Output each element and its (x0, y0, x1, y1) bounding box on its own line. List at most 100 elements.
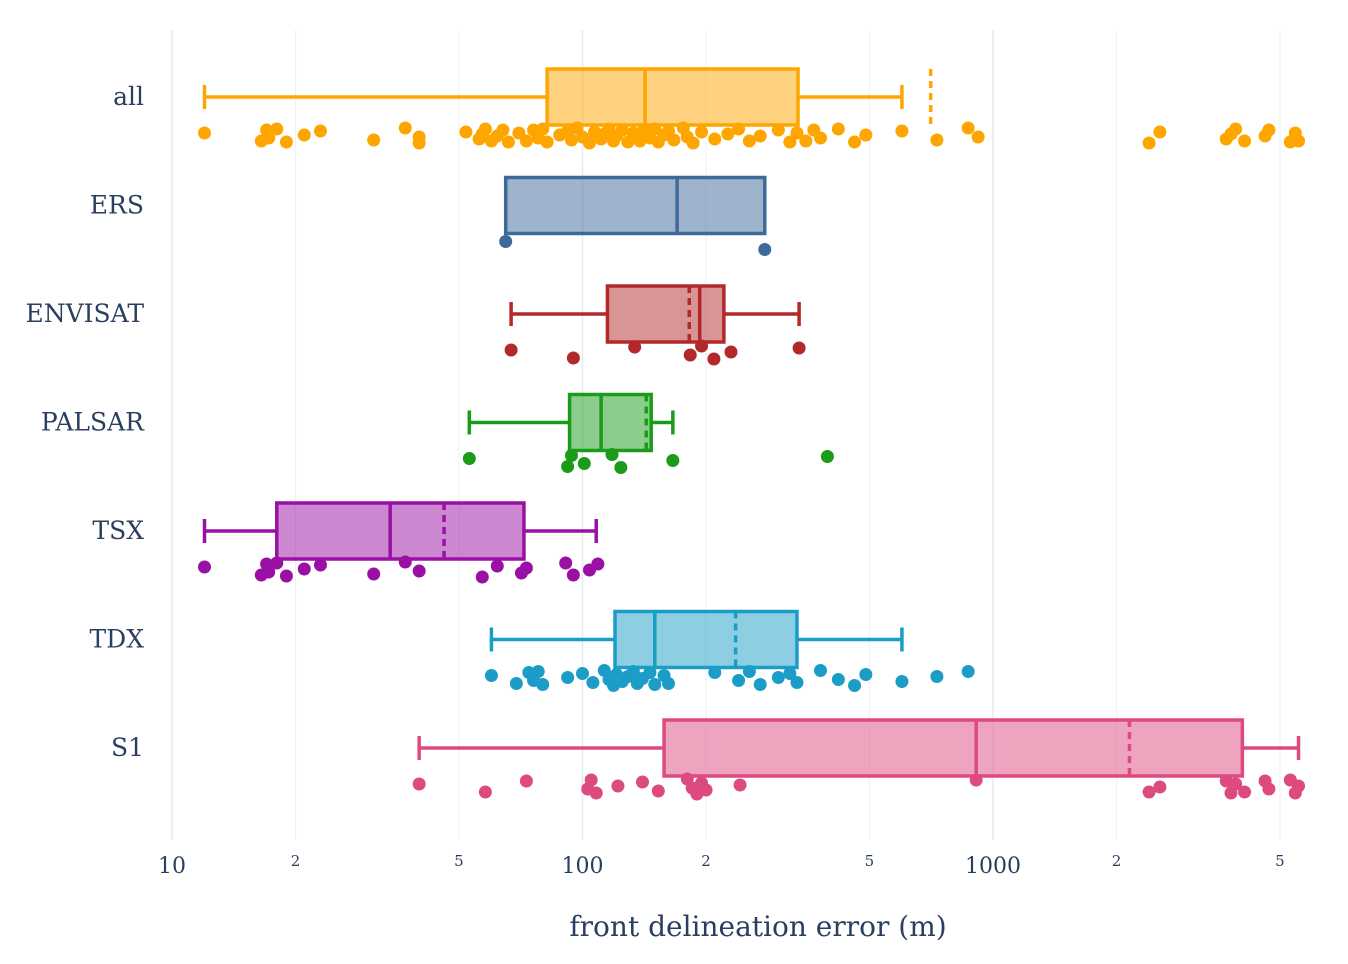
data-point (576, 667, 589, 680)
data-point (783, 667, 797, 680)
x-minor-tick-label: 2 (701, 852, 711, 870)
data-point (771, 123, 785, 137)
data-point (742, 134, 756, 148)
category-label: all (113, 82, 144, 111)
data-point (1229, 777, 1243, 791)
data-point (566, 351, 580, 365)
data-point (648, 122, 662, 136)
category-label: S1 (111, 733, 144, 762)
x-axis: 10 100 1000 2 5 2 5 2 5 (158, 852, 1285, 879)
data-point (475, 570, 489, 584)
data-point (662, 677, 676, 690)
data-point (536, 122, 550, 136)
data-point (1142, 136, 1156, 150)
data-point (519, 134, 533, 148)
data-point (848, 135, 862, 149)
data-point (732, 122, 746, 136)
series-all (198, 67, 1306, 150)
data-point (1292, 134, 1306, 148)
box (567, 392, 653, 453)
x-tick-label: 1000 (965, 854, 1021, 879)
category-label: ERS (90, 191, 144, 220)
data-point (648, 678, 662, 691)
data-point (733, 778, 747, 792)
data-point (478, 785, 492, 799)
data-point (584, 773, 598, 787)
data-point (1238, 134, 1252, 148)
box (613, 609, 799, 670)
data-point (559, 556, 573, 570)
x-tick-label: 100 (562, 854, 604, 879)
data-point (666, 454, 680, 467)
data-point (262, 131, 276, 145)
data-point (628, 340, 642, 354)
data-point (412, 136, 426, 150)
data-point (496, 123, 510, 137)
data-point (501, 135, 515, 149)
data-point (1153, 125, 1167, 139)
data-point (270, 122, 284, 136)
data-point (504, 343, 518, 357)
x-minor-tick-label: 2 (291, 852, 301, 870)
data-point (820, 450, 834, 463)
data-point (398, 121, 412, 135)
data-point (509, 677, 523, 690)
data-point (667, 133, 681, 147)
data-point (790, 676, 804, 689)
box (503, 175, 767, 236)
data-point (683, 348, 697, 362)
data-point (1229, 122, 1243, 136)
data-point (895, 124, 909, 138)
data-point (519, 561, 533, 575)
category-label: ENVISAT (25, 299, 144, 328)
data-point (699, 783, 713, 797)
series-tsx (198, 501, 605, 584)
data-point (753, 678, 767, 691)
data-point (198, 560, 212, 574)
data-point (577, 457, 591, 470)
data-point (605, 448, 619, 461)
data-point (297, 128, 311, 142)
data-point (633, 134, 647, 148)
data-point (1153, 780, 1167, 794)
data-point (561, 460, 575, 473)
category-label: TSX (92, 516, 144, 545)
data-point (412, 777, 426, 791)
data-point (930, 670, 944, 683)
data-point (626, 665, 640, 678)
data-point (930, 133, 944, 147)
data-point (686, 136, 700, 150)
category-label: PALSAR (41, 408, 145, 437)
series-envisat (504, 284, 806, 366)
data-point (297, 562, 311, 576)
data-point (799, 134, 813, 148)
data-point (270, 556, 284, 570)
data-point (614, 461, 628, 474)
data-point (721, 127, 735, 141)
data-point (708, 666, 722, 679)
series-layer (198, 67, 1306, 801)
data-point (564, 133, 578, 147)
data-point (969, 773, 983, 787)
category-label: TDX (89, 625, 144, 654)
data-point (313, 558, 327, 572)
data-point (561, 671, 575, 684)
data-point (831, 673, 845, 686)
x-minor-tick-label: 2 (1112, 852, 1122, 870)
data-point (895, 675, 909, 688)
data-point (367, 567, 381, 581)
data-point (591, 557, 605, 571)
data-point (564, 449, 578, 462)
data-point (771, 671, 785, 684)
x-minor-tick-label: 5 (865, 852, 875, 870)
data-point (783, 135, 797, 149)
data-point (1292, 779, 1306, 793)
box (605, 284, 726, 344)
box (545, 67, 800, 127)
data-point (531, 665, 545, 678)
data-point (814, 664, 828, 677)
data-point (279, 569, 293, 583)
data-point (313, 124, 327, 138)
grid-lines (171, 30, 1281, 840)
